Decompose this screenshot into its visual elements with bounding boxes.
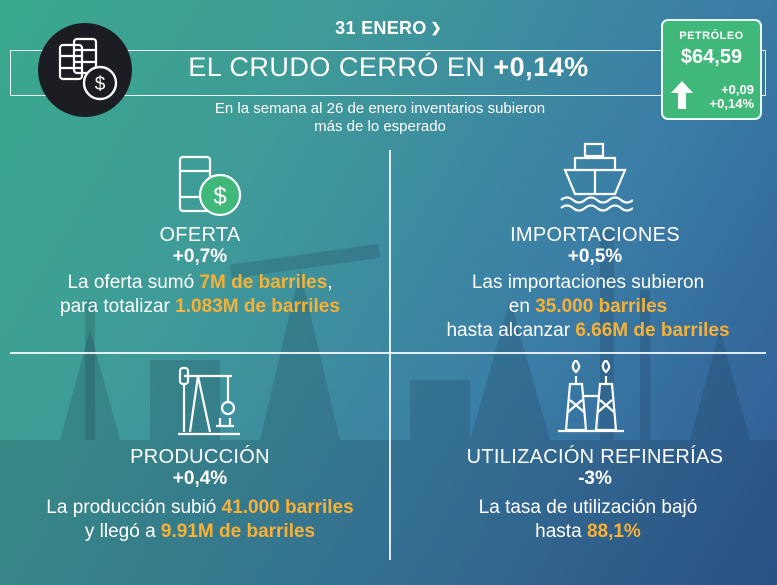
produccion-line-2: y llegó a 9.91M de barriles <box>10 521 390 543</box>
importaciones-line-2-text: en <box>508 296 536 317</box>
importaciones-value: +0,5% <box>567 246 623 267</box>
chevron-down-icon: ❯ <box>430 20 442 35</box>
refinery-icon <box>558 360 624 433</box>
refinerias-line-2-highlight: 88,1% <box>586 521 641 542</box>
oferta-line-2: para totalizar 1.083M de barriles <box>10 296 390 318</box>
refinerias-line-1: La tasa de utilización bajó <box>478 497 698 518</box>
price-change: +0,09 +0,14% <box>710 83 754 111</box>
produccion-line-1-highlight: 41.000 barriles <box>221 497 354 518</box>
oferta-line-2-highlight: 1.083M de barriles <box>175 296 340 317</box>
importaciones-line-1: Las importaciones subieron <box>471 272 705 293</box>
price-change-abs: +0,09 <box>721 82 754 97</box>
importaciones-line-2-highlight: 35.000 barriles <box>535 296 668 317</box>
refinerias-value: -3% <box>578 468 612 489</box>
oferta-line-2-text: para totalizar <box>60 296 176 317</box>
barrels-dollar-icon: $ <box>58 37 118 101</box>
svg-text:$: $ <box>95 74 106 95</box>
importaciones-label: IMPORTACIONES <box>510 224 680 246</box>
price-change-pct: +0,14% <box>709 96 754 111</box>
headline-prefix: EL CRUDO CERRÓ EN <box>188 52 486 82</box>
subtitle-line-2: más de lo esperado <box>314 118 446 135</box>
oferta-label: OFERTA <box>159 224 241 246</box>
refinerias-line-2-text: hasta <box>535 521 587 542</box>
subtitle-line-1: En la semana al 26 de enero inventarios … <box>214 100 546 117</box>
produccion-line-1: La producción subió 41.000 barriles <box>10 497 390 519</box>
refinerias-line-2: hasta 88,1% <box>393 521 777 543</box>
produccion-line-2-text: y llegó a <box>84 521 161 542</box>
oil-barrel-dollar-icon: $ <box>178 155 242 217</box>
importaciones-line-3-highlight: 6.66M de barriles <box>575 320 730 341</box>
headline: EL CRUDO CERRÓ EN +0,14% <box>0 52 777 83</box>
headline-value: +0,14% <box>493 52 589 82</box>
produccion-value: +0,4% <box>172 468 228 489</box>
subtitle: En la semana al 26 de enero inventarios … <box>170 100 590 136</box>
importaciones-line-3: hasta alcanzar 6.66M de barriles <box>393 320 777 342</box>
price-label: PETRÓLEO <box>679 30 744 42</box>
ship-icon <box>560 142 633 212</box>
date-label: 31 ENERO <box>335 18 427 38</box>
vertical-divider <box>389 150 391 560</box>
date-selector[interactable]: 31 ENERO ❯ <box>0 18 777 39</box>
oferta-line-1-highlight: 7M de barriles <box>199 272 328 293</box>
importaciones-line-2: en 35.000 barriles <box>393 296 777 318</box>
importaciones-line-3-text: hasta alcanzar <box>446 320 576 341</box>
produccion-line-2-highlight: 9.91M de barriles <box>160 521 316 542</box>
price-card: PETRÓLEO $64,59 +0,09 +0,14% <box>661 19 762 120</box>
logo: $ <box>38 23 132 117</box>
oferta-line-1-end: , <box>327 272 333 293</box>
oferta-line-1-text: La oferta sumó <box>67 272 200 293</box>
title-frame <box>10 50 766 96</box>
oferta-line-1: La oferta sumó 7M de barriles, <box>10 272 390 294</box>
produccion-label: PRODUCCIÓN <box>130 446 270 468</box>
oferta-value: +0,7% <box>172 246 228 267</box>
pumpjack-icon <box>178 366 240 436</box>
arrow-up-icon <box>671 81 693 109</box>
horizontal-divider <box>10 352 766 354</box>
produccion-line-1-text: La producción subió <box>46 497 222 518</box>
price-value: $64,59 <box>680 46 743 68</box>
refinerias-label: UTILIZACIÓN REFINERÍAS <box>466 446 724 468</box>
svg-text:$: $ <box>213 183 226 210</box>
